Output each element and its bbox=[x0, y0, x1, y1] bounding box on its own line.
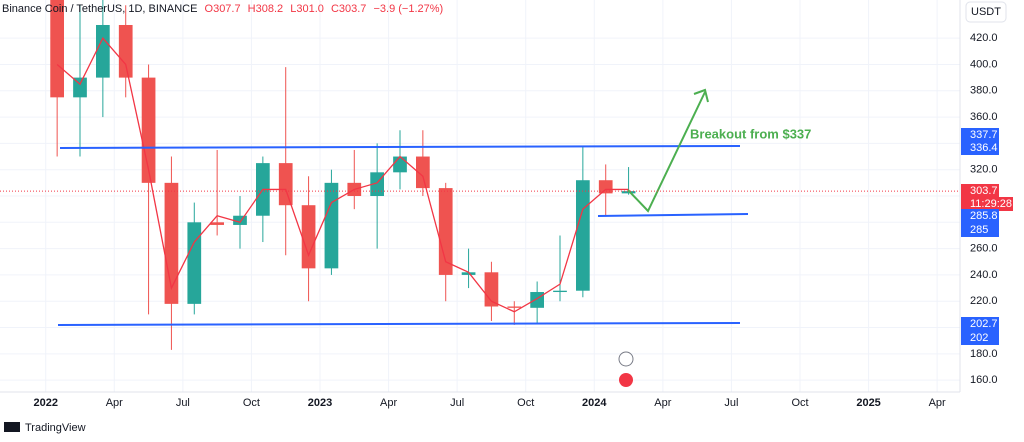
candle-body bbox=[324, 182, 339, 269]
annotation: Breakout from $337 bbox=[690, 126, 811, 141]
x-tick-label: Jul bbox=[176, 397, 190, 409]
x-tick-label: 2024 bbox=[582, 397, 607, 409]
candle-body bbox=[187, 222, 202, 304]
candle-body bbox=[96, 24, 110, 78]
change: −3.9 (−1.27%) bbox=[373, 3, 443, 15]
x-tick-label: 2023 bbox=[308, 397, 332, 409]
candle-body bbox=[530, 292, 544, 308]
symbol: Binance Coin / TetherUS, 1D, BINANCE bbox=[2, 3, 197, 15]
y-tick-label: 420.0 bbox=[970, 32, 998, 44]
x-tick-label: Apr bbox=[380, 397, 397, 409]
x-tick-label: Oct bbox=[517, 397, 534, 409]
y-tick-label: 160.0 bbox=[970, 374, 998, 386]
moving-average bbox=[56, 36, 629, 313]
candle-body bbox=[278, 163, 293, 206]
candle-body bbox=[393, 156, 407, 173]
candle-body bbox=[438, 188, 453, 275]
candle-body bbox=[118, 24, 133, 78]
price-label-bg bbox=[961, 317, 999, 331]
projection-arrow bbox=[627, 91, 706, 213]
price-label-bg bbox=[961, 331, 999, 345]
open: O307.7 bbox=[205, 3, 241, 15]
candle-body bbox=[484, 272, 499, 307]
x-tick-label: Apr bbox=[654, 397, 671, 409]
candle-body bbox=[598, 180, 613, 194]
candle-body bbox=[301, 205, 316, 269]
candle-body bbox=[416, 156, 430, 189]
y-tick-label: 220.0 bbox=[970, 295, 998, 307]
brand: TradingView bbox=[25, 422, 86, 434]
y-tick-label: 400.0 bbox=[970, 58, 998, 70]
price-label: 285 bbox=[970, 224, 988, 236]
brand-logo bbox=[4, 422, 20, 432]
bottom-line bbox=[57, 322, 741, 326]
candle-body bbox=[576, 180, 590, 291]
event-icon[interactable] bbox=[618, 351, 634, 367]
price-label: 202.7 bbox=[970, 318, 998, 330]
price-label: 336.4 bbox=[970, 142, 998, 154]
flag-icon[interactable] bbox=[619, 373, 633, 387]
x-tick-label: Oct bbox=[243, 397, 260, 409]
price-label-bg bbox=[961, 209, 999, 223]
price-label-bg bbox=[961, 184, 999, 198]
candle-body bbox=[461, 272, 476, 275]
price-label: 285.8 bbox=[970, 210, 998, 222]
header: Binance Coin / TetherUS, 1D, BINANCE O30… bbox=[2, 3, 443, 15]
support-line bbox=[597, 213, 749, 217]
x-tick-label: Jul bbox=[450, 397, 464, 409]
candle-body bbox=[210, 222, 224, 225]
countdown: 11:29:28 bbox=[970, 198, 1012, 210]
x-tick-label: 2022 bbox=[33, 397, 57, 409]
y-tick-label: 240.0 bbox=[970, 269, 998, 281]
price-label: 337.7 bbox=[970, 129, 998, 141]
candle-body bbox=[553, 290, 567, 293]
price-label-bg bbox=[961, 223, 999, 237]
x-tick-label: Jul bbox=[724, 397, 738, 409]
candle-body bbox=[507, 306, 522, 308]
low: L301.0 bbox=[290, 3, 324, 15]
candle-body bbox=[73, 77, 87, 98]
candle-body bbox=[233, 215, 247, 225]
currency-button[interactable] bbox=[965, 1, 1007, 23]
price-label: 202 bbox=[970, 332, 988, 344]
resistance-line bbox=[59, 145, 741, 149]
currency-label[interactable]: USDT bbox=[971, 6, 1001, 18]
y-tick-label: 260.0 bbox=[970, 243, 998, 255]
x-tick-label: 2025 bbox=[856, 397, 880, 409]
drawings bbox=[57, 145, 749, 326]
x-tick-label: Oct bbox=[791, 397, 808, 409]
y-tick-label: 320.0 bbox=[970, 164, 998, 176]
price-label-bg bbox=[961, 128, 999, 142]
high: H308.2 bbox=[248, 3, 283, 15]
y-tick-label: 360.0 bbox=[970, 111, 998, 123]
x-tick-label: Apr bbox=[106, 397, 123, 409]
y-tick-label: 380.0 bbox=[970, 85, 998, 97]
close: C303.7 bbox=[331, 3, 366, 15]
price-label: 303.7 bbox=[970, 185, 998, 197]
arrow-head bbox=[693, 88, 709, 103]
x-tick-label: Apr bbox=[929, 397, 946, 409]
candle-body bbox=[621, 191, 636, 194]
y-tick-label: 180.0 bbox=[970, 348, 998, 360]
price-label-bg bbox=[961, 141, 999, 155]
countdown-bg bbox=[961, 197, 1013, 211]
candle-body bbox=[50, 0, 64, 98]
